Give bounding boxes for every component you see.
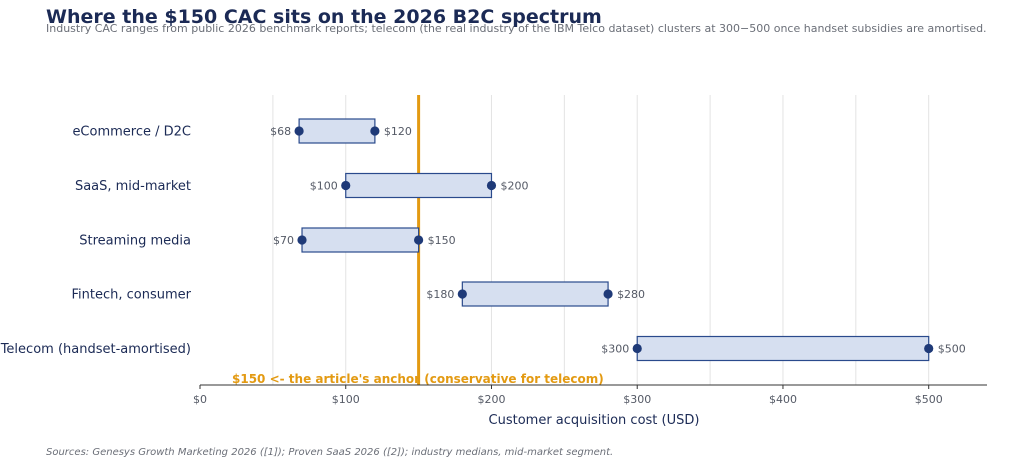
x-tick-label: $300 bbox=[623, 393, 651, 406]
anchor-label: $150 <- the article's anchor (conservati… bbox=[232, 372, 604, 386]
x-axis-label: Customer acquisition cost (USD) bbox=[489, 413, 700, 428]
low-value-label: $68 bbox=[270, 125, 291, 138]
high-value-label: $200 bbox=[500, 180, 528, 193]
x-axis: $0 $100 $200 $300 $400 $500 bbox=[193, 384, 987, 406]
category-label: Streaming media bbox=[79, 234, 191, 249]
high-point bbox=[414, 235, 424, 245]
category-label: SaaS, mid-market bbox=[75, 179, 191, 194]
low-point bbox=[341, 180, 351, 191]
high-value-label: $500 bbox=[938, 343, 966, 356]
high-point bbox=[370, 126, 380, 136]
x-tick-label: $200 bbox=[477, 393, 505, 406]
low-point bbox=[632, 343, 642, 354]
high-point bbox=[924, 343, 934, 354]
range-bar bbox=[345, 172, 493, 199]
high-value-label: $280 bbox=[617, 288, 645, 301]
high-value-label: $120 bbox=[384, 125, 412, 138]
low-value-label: $100 bbox=[310, 180, 338, 193]
x-tick-label: $100 bbox=[332, 393, 360, 406]
category-label: eCommerce / D2C bbox=[72, 125, 191, 140]
range-bar bbox=[461, 281, 609, 307]
low-value-label: $180 bbox=[426, 288, 454, 301]
range-bar bbox=[298, 118, 376, 144]
x-tick-label: $500 bbox=[915, 393, 943, 406]
range-bar bbox=[301, 227, 420, 253]
category-label: Telecom (handset-amortised) bbox=[0, 342, 191, 357]
range-bar bbox=[636, 335, 930, 362]
low-point bbox=[294, 126, 304, 136]
source-note: Sources: Genesys Growth Marketing 2026 (… bbox=[46, 447, 613, 458]
high-value-label: $150 bbox=[428, 234, 456, 247]
high-point bbox=[603, 289, 613, 299]
low-value-label: $70 bbox=[273, 234, 294, 247]
x-tick-label: $400 bbox=[769, 393, 797, 406]
chart-title: Where the $150 CAC sits on the 2026 B2C … bbox=[46, 6, 602, 28]
low-value-label: $300 bbox=[601, 343, 629, 356]
low-point bbox=[297, 235, 307, 245]
chart-subtitle: Industry CAC ranges from public 2026 ben… bbox=[46, 22, 987, 35]
category-label: Fintech, consumer bbox=[72, 288, 192, 303]
low-point bbox=[457, 289, 467, 299]
range-bars: eCommerce / D2C $68 $120 SaaS, mid-market $1… bbox=[0, 118, 966, 362]
high-point bbox=[486, 180, 497, 191]
x-tick-label: $0 bbox=[193, 393, 207, 406]
